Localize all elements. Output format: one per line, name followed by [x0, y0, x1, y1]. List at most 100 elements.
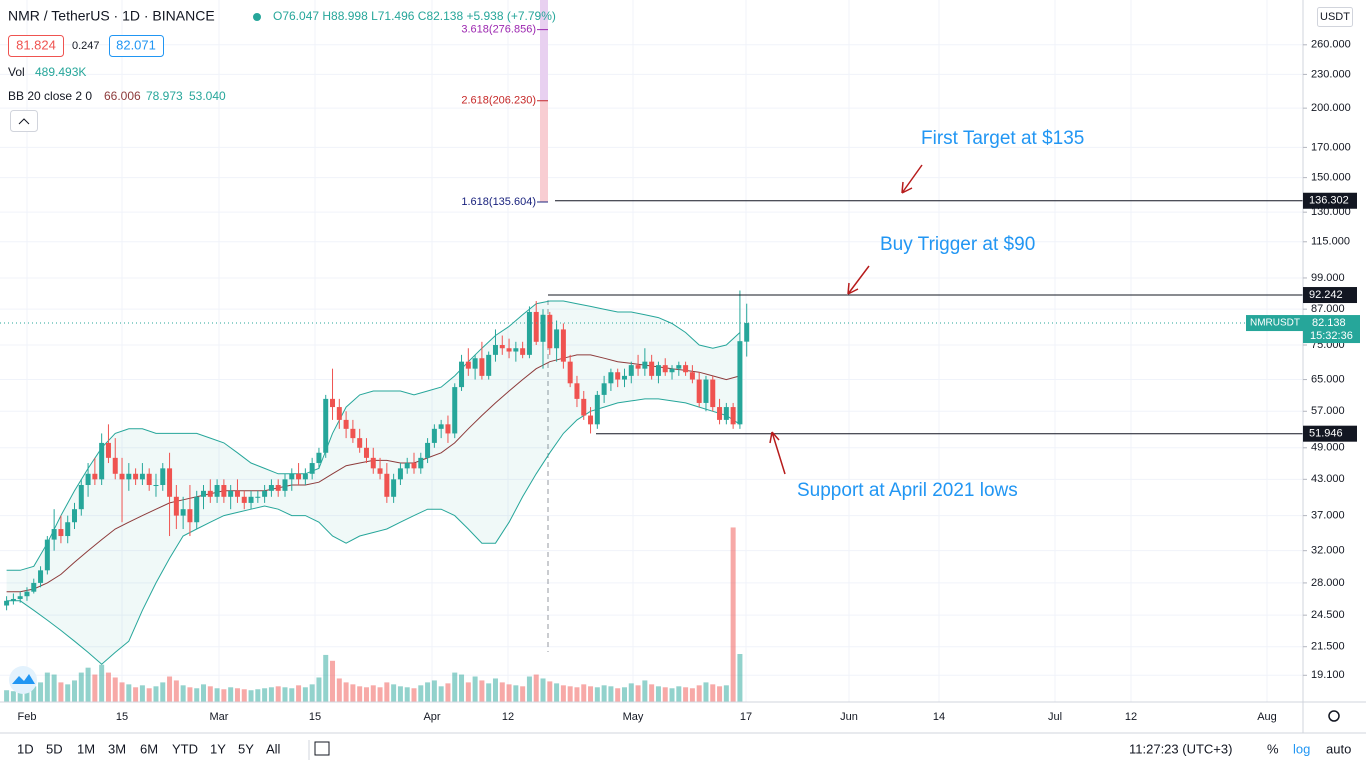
volume-bar — [492, 678, 498, 702]
x-tick-label: 17 — [740, 711, 752, 723]
settings[interactable] — [1328, 710, 1340, 722]
log-toggle[interactable]: log — [1293, 741, 1310, 756]
volume-bar — [296, 685, 302, 702]
volume-bar — [683, 687, 689, 702]
candle-body — [221, 485, 227, 497]
volume-bar — [425, 682, 431, 702]
y-tick-label: 57.000 — [1311, 405, 1345, 417]
ohlc: O76.047 H88.998 L71.496 C82.138 +5.938 (… — [273, 9, 556, 23]
candle-body — [635, 365, 641, 369]
volume-bar — [649, 684, 655, 702]
candle-body — [384, 473, 390, 497]
x-tick-label: 15 — [309, 711, 321, 723]
range-button[interactable]: All — [266, 741, 281, 756]
y-tick-label: 150.000 — [1311, 172, 1351, 184]
range-button[interactable]: 6M — [140, 741, 158, 756]
candle-body — [628, 365, 634, 376]
volume-bar — [207, 686, 213, 702]
symbol-title[interactable]: NMR / TetherUS · 1D · BINANCE — [8, 8, 215, 24]
bid[interactable]: 81.824 — [16, 37, 56, 52]
candle-body — [723, 407, 729, 420]
candle-body — [241, 496, 247, 503]
auto-toggle[interactable]: auto — [1326, 741, 1351, 756]
buy-button[interactable] — [109, 35, 164, 57]
fib-label: 2.618(206.230) — [461, 95, 536, 107]
candle-body — [452, 387, 458, 434]
range-button[interactable]: 1D — [17, 741, 34, 756]
axes: 260.000 230.000 200.000 170.000 150.000 130.0… — [18, 39, 1360, 723]
clock: 11:27:23 (UTC+3) — [1129, 741, 1232, 756]
sell-button[interactable] — [8, 35, 64, 57]
volume-bar — [499, 682, 505, 702]
currency: USDT — [1320, 11, 1350, 23]
volume-bar — [574, 687, 580, 702]
percent-toggle[interactable]: % — [1267, 741, 1279, 756]
symbol-tag-box — [1246, 315, 1303, 332]
candle-body — [588, 415, 594, 425]
ask[interactable]: 82.071 — [116, 37, 156, 52]
bb-label: BB 20 close 2 0 — [8, 89, 92, 103]
candle-body — [363, 447, 369, 458]
volume-bar — [105, 672, 111, 702]
candle-body — [683, 365, 689, 373]
volume-bar — [554, 683, 560, 702]
arrow — [769, 431, 786, 475]
candle-body — [119, 473, 125, 480]
collapse-button[interactable] — [10, 110, 38, 132]
volume-bar — [723, 685, 729, 702]
chevron — [18, 118, 30, 125]
candle-body — [370, 457, 376, 469]
volume-bar — [350, 684, 356, 702]
candle-body — [465, 361, 471, 369]
candle-body — [377, 468, 383, 474]
candle-body — [65, 522, 71, 537]
candle-body — [248, 496, 254, 503]
volume-bar — [404, 687, 410, 702]
volume-bar — [486, 683, 492, 702]
volume-bar — [737, 654, 743, 702]
volume-bar — [669, 688, 675, 702]
candle-body — [492, 344, 498, 355]
candle-body — [472, 358, 478, 369]
level-label: 51.946 — [1309, 428, 1343, 440]
y-tick-label: 28.000 — [1311, 577, 1345, 589]
volume-bar — [621, 687, 627, 702]
y-tick-label: 21.500 — [1311, 641, 1345, 653]
volume-bar — [594, 687, 600, 702]
y-tick-label: 65.000 — [1311, 373, 1345, 385]
candle-body — [703, 379, 709, 403]
candle-body — [72, 509, 77, 523]
volume-bar — [567, 686, 573, 702]
range-button[interactable]: 3M — [108, 741, 126, 756]
candle-body — [438, 424, 444, 429]
candle-body — [621, 375, 627, 380]
volume-bar — [642, 680, 648, 702]
calendar-icon[interactable] — [314, 741, 330, 756]
candle-body — [85, 473, 91, 486]
range-button[interactable]: 1Y — [210, 741, 226, 756]
volume-bar — [513, 685, 519, 702]
range-button[interactable]: 5D — [46, 741, 63, 756]
y-tick-label: 260.000 — [1311, 39, 1351, 51]
level-box — [1303, 287, 1357, 304]
volume-bar — [119, 682, 125, 702]
candle-body — [601, 383, 607, 395]
price-axis[interactable] — [1303, 0, 1366, 702]
currency-box[interactable] — [1317, 7, 1353, 27]
candle-body — [282, 479, 288, 491]
candle-body — [316, 452, 322, 464]
volume-bar — [214, 688, 220, 702]
volume-bar — [411, 688, 417, 702]
range-button[interactable]: 5Y — [238, 741, 254, 756]
candle-body — [574, 383, 580, 399]
volume-bar — [180, 685, 186, 702]
volume-bar — [330, 660, 336, 702]
candle-body — [737, 341, 743, 425]
volume-bar — [601, 685, 607, 702]
volume-bar — [581, 684, 587, 702]
range-button[interactable]: 1M — [77, 741, 95, 756]
candle-body — [38, 570, 44, 583]
candle-body — [330, 398, 336, 408]
range-button[interactable]: YTD — [172, 741, 198, 756]
candle-body — [526, 311, 532, 355]
